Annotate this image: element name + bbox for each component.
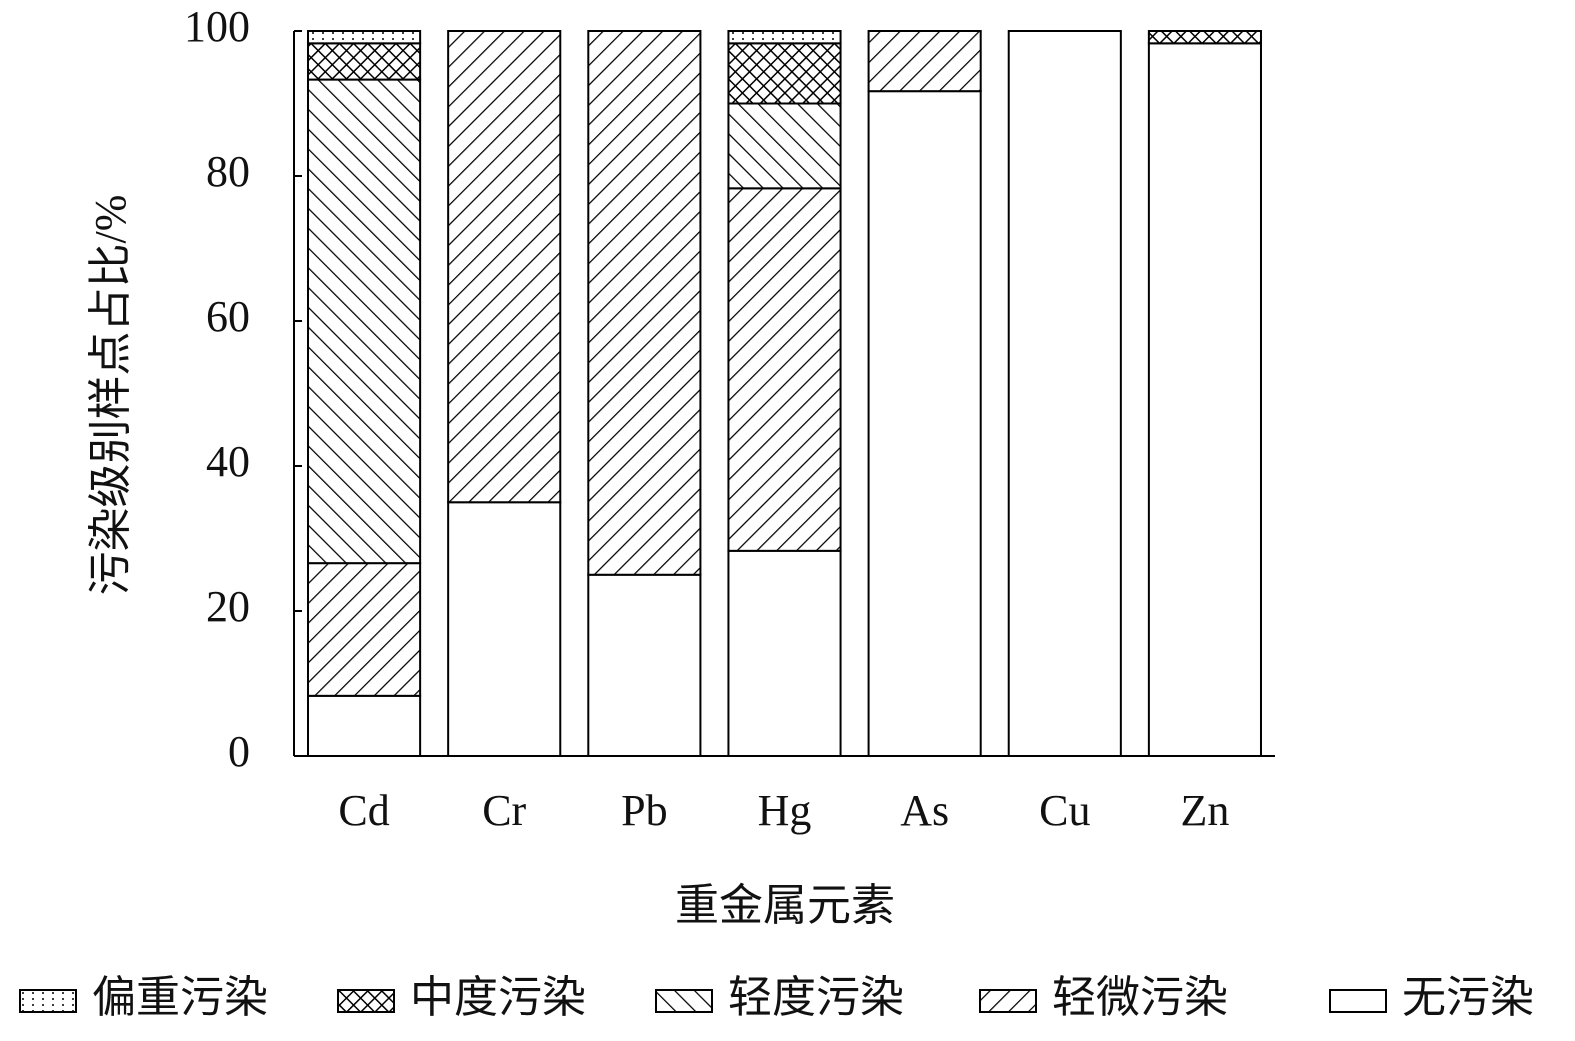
- y-tick-label: 60: [206, 292, 250, 341]
- y-tick-label: 40: [206, 437, 250, 486]
- x-tick-label: Hg: [758, 786, 812, 835]
- y-tick-label: 0: [228, 727, 250, 776]
- legend-label: 无污染: [1402, 973, 1534, 1022]
- legend-swatch: [19, 989, 77, 1013]
- bar-segment: [1007, 30, 1122, 757]
- y-tick-label: 20: [206, 582, 250, 631]
- legend-label: 偏重污染: [92, 973, 268, 1022]
- legend-label: 轻微污染: [1052, 973, 1228, 1022]
- bar-segment: [307, 78, 422, 565]
- legend-label: 轻度污染: [728, 973, 904, 1022]
- x-tick-label: Cu: [1039, 786, 1090, 835]
- bar-segment: [307, 42, 422, 81]
- bar-segment: [1147, 30, 1262, 45]
- bar-segment: [307, 30, 422, 45]
- y-tick-label: 80: [206, 147, 250, 196]
- bar-segment: [727, 42, 842, 105]
- bar-segment: [447, 501, 562, 757]
- bar-segment: [447, 30, 562, 504]
- bar-segment: [587, 573, 702, 757]
- bar-segment: [1147, 42, 1262, 757]
- x-tick-label: As: [900, 786, 949, 835]
- legend-swatch: [979, 989, 1037, 1013]
- legend-swatch: [655, 989, 713, 1013]
- bar-segment: [867, 90, 982, 758]
- bar-segment: [867, 30, 982, 93]
- legend-swatch: [337, 989, 395, 1013]
- x-tick-label: Cd: [338, 786, 389, 835]
- bar-segment: [727, 187, 842, 552]
- y-axis-title: 污染级别样点占比/%: [86, 195, 135, 596]
- legend-label: 中度污染: [410, 973, 586, 1022]
- bar-segment: [307, 562, 422, 697]
- x-tick-label: Zn: [1180, 786, 1229, 835]
- legend-swatch: [1329, 989, 1387, 1013]
- bar-segment: [727, 30, 842, 45]
- bar-segment: [587, 30, 702, 576]
- x-tick-label: Pb: [621, 786, 667, 835]
- bar-segment: [307, 694, 422, 758]
- x-axis-title: 重金属元素: [675, 881, 895, 930]
- bar-segment: [727, 102, 842, 190]
- y-tick-label: 100: [184, 2, 250, 51]
- x-tick-label: Cr: [482, 786, 526, 835]
- bar-segment: [727, 549, 842, 758]
